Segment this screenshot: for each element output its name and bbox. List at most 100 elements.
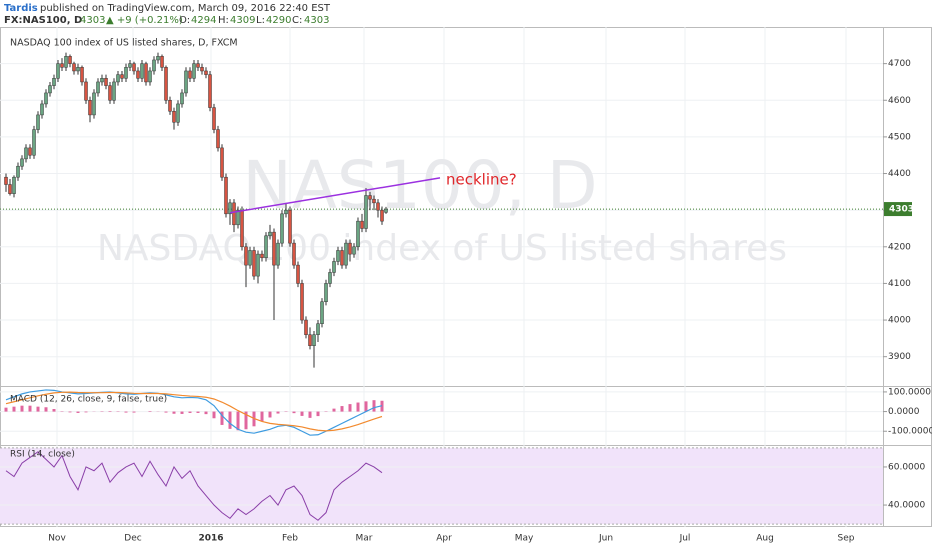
candle-body: [293, 243, 296, 265]
candle-body: [329, 272, 332, 283]
candle-body: [213, 108, 216, 130]
candle-body: [5, 177, 8, 184]
candle-body: [273, 232, 276, 265]
candle-body: [165, 67, 168, 100]
y-tick-label: 40.0000: [888, 501, 925, 511]
x-tick-label: Apr: [436, 534, 452, 544]
l-value: 4290: [266, 15, 291, 26]
candle-body: [281, 214, 284, 243]
candle-body: [333, 261, 336, 272]
candle-body: [93, 93, 96, 115]
macd-histogram-bar: [13, 407, 16, 412]
macd-histogram-bar: [317, 412, 320, 417]
candle-body: [373, 199, 376, 203]
candle-body: [349, 243, 352, 254]
candle-body: [325, 283, 328, 301]
candle-body: [225, 177, 228, 214]
x-tick-label: Nov: [48, 534, 66, 544]
y-tick-label: 4400: [888, 169, 911, 179]
macd-histogram-bar: [173, 412, 176, 414]
y-tick-label: 4100: [888, 279, 911, 289]
candle-body: [109, 86, 112, 101]
candle-body: [249, 250, 252, 265]
candle-body: [185, 71, 188, 93]
c-value: 4303: [304, 15, 329, 26]
candle-body: [45, 93, 48, 104]
candle-body: [385, 209, 388, 212]
l-label: L:: [256, 15, 265, 26]
y-tick-label: 60.0000: [888, 462, 925, 472]
y-tick-label: 4200: [888, 242, 911, 252]
candle-body: [337, 250, 340, 261]
candle-body: [97, 82, 100, 93]
candle-body: [377, 203, 380, 210]
macd-histogram-bar: [5, 408, 8, 412]
candle-body: [89, 100, 92, 115]
candle-body: [69, 56, 72, 63]
candle-body: [269, 232, 272, 236]
watermark: NASDAQ 100 index of US listed shares: [97, 228, 787, 269]
candle-body: [181, 93, 184, 104]
rsi-band: [0, 448, 883, 524]
h-value: 4309: [230, 15, 255, 26]
candle-body: [145, 64, 148, 82]
candle-body: [301, 283, 304, 320]
macd-histogram-bar: [373, 400, 376, 411]
candle-body: [113, 82, 116, 100]
candle-body: [29, 148, 32, 155]
candle-body: [381, 210, 384, 221]
candle-body: [309, 335, 312, 346]
author[interactable]: Tardis: [4, 3, 38, 14]
candle-body: [361, 221, 364, 228]
candle-body: [369, 196, 372, 200]
annotation: neckline?: [446, 170, 517, 188]
macd-histogram-bar: [277, 412, 280, 414]
y-tick-label: 0.0000: [888, 407, 920, 417]
candle-body: [73, 64, 76, 71]
candle-body: [277, 243, 280, 265]
x-tick-label: Sep: [838, 534, 855, 544]
candle-body: [117, 75, 120, 82]
candle-body: [77, 67, 80, 71]
y-tick-label: -100.0000: [888, 427, 932, 437]
candle-body: [169, 100, 172, 111]
candle-body: [133, 64, 136, 71]
macd-histogram-bar: [205, 412, 208, 415]
macd-histogram-bar: [213, 412, 216, 419]
macd-histogram-bar: [37, 407, 40, 412]
candle-body: [141, 64, 144, 79]
candle-body: [353, 247, 356, 254]
y-tick-label: 4700: [888, 59, 911, 69]
macd-histogram-bar: [341, 406, 344, 412]
candle-body: [289, 210, 292, 243]
y-tick-label: 4000: [888, 316, 911, 326]
candle-body: [317, 324, 320, 335]
candle-body: [161, 56, 164, 67]
candle-body: [297, 265, 300, 283]
candle-body: [257, 254, 260, 276]
macd-histogram-bar: [29, 406, 32, 412]
macd-histogram-bar: [365, 401, 368, 411]
macd-histogram-bar: [269, 412, 272, 418]
macd-histogram-bar: [165, 412, 168, 413]
candle-body: [61, 64, 64, 68]
candle-body: [65, 56, 68, 67]
macd-histogram-bar: [69, 412, 72, 413]
candle-body: [253, 250, 256, 276]
y-tick-label: 4600: [888, 96, 911, 106]
candle-body: [357, 221, 360, 247]
candle-body: [9, 185, 12, 194]
candle-body: [221, 148, 224, 177]
x-tick-label: May: [515, 534, 534, 544]
macd-histogram-bar: [77, 412, 80, 413]
x-tick-label: Mar: [356, 534, 373, 544]
candle-body: [17, 166, 20, 177]
candle-body: [193, 64, 196, 79]
candle-body: [285, 210, 288, 214]
candle-body: [157, 56, 160, 60]
macd-histogram-bar: [85, 412, 88, 413]
candle-body: [53, 78, 56, 85]
candle-body: [197, 64, 200, 68]
candle-body: [173, 111, 176, 122]
candle-body: [25, 148, 28, 159]
